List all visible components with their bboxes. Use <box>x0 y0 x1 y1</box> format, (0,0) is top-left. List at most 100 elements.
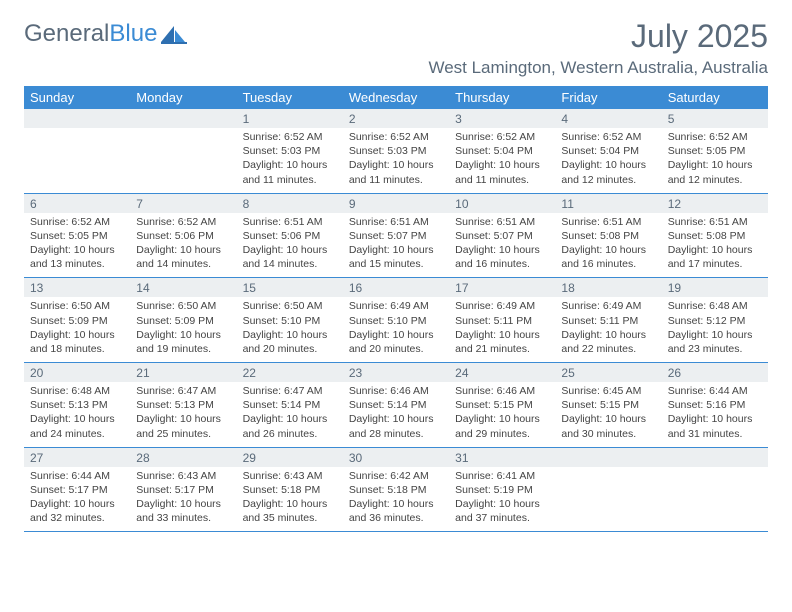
day-details: Sunrise: 6:51 AMSunset: 5:08 PMDaylight:… <box>662 213 768 278</box>
daylight-line: Daylight: 10 hours and 16 minutes. <box>455 243 549 271</box>
sunrise-line: Sunrise: 6:44 AM <box>668 384 762 398</box>
day-number: 24 <box>449 363 555 382</box>
daylight-line: Daylight: 10 hours and 35 minutes. <box>243 497 337 525</box>
sunset-line: Sunset: 5:05 PM <box>668 144 762 158</box>
details-row: Sunrise: 6:52 AMSunset: 5:03 PMDaylight:… <box>24 128 768 193</box>
day-number: 3 <box>449 109 555 128</box>
day-number <box>555 448 661 467</box>
sunrise-line: Sunrise: 6:45 AM <box>561 384 655 398</box>
day-number: 8 <box>237 194 343 213</box>
day-number: 21 <box>130 363 236 382</box>
header: GeneralBlue July 2025 West Lamington, We… <box>24 20 768 78</box>
sunrise-line: Sunrise: 6:52 AM <box>349 130 443 144</box>
day-number: 4 <box>555 109 661 128</box>
daylight-line: Daylight: 10 hours and 37 minutes. <box>455 497 549 525</box>
logo-word-1: General <box>24 20 109 47</box>
sunset-line: Sunset: 5:13 PM <box>136 398 230 412</box>
sunset-line: Sunset: 5:18 PM <box>243 483 337 497</box>
daylight-line: Daylight: 10 hours and 28 minutes. <box>349 412 443 440</box>
day-details: Sunrise: 6:52 AMSunset: 5:04 PMDaylight:… <box>555 128 661 193</box>
sunrise-line: Sunrise: 6:41 AM <box>455 469 549 483</box>
sunset-line: Sunset: 5:06 PM <box>243 229 337 243</box>
sunrise-line: Sunrise: 6:51 AM <box>349 215 443 229</box>
day-details: Sunrise: 6:46 AMSunset: 5:15 PMDaylight:… <box>449 382 555 447</box>
daynum-row: 12345 <box>24 109 768 128</box>
sunrise-line: Sunrise: 6:50 AM <box>136 299 230 313</box>
day-details: Sunrise: 6:49 AMSunset: 5:11 PMDaylight:… <box>449 297 555 362</box>
daylight-line: Daylight: 10 hours and 29 minutes. <box>455 412 549 440</box>
sunrise-line: Sunrise: 6:47 AM <box>243 384 337 398</box>
calendar-week: 6789101112Sunrise: 6:52 AMSunset: 5:05 P… <box>24 193 768 278</box>
day-number: 20 <box>24 363 130 382</box>
daylight-line: Daylight: 10 hours and 16 minutes. <box>561 243 655 271</box>
daynum-row: 2728293031 <box>24 448 768 467</box>
day-number: 29 <box>237 448 343 467</box>
day-details: Sunrise: 6:50 AMSunset: 5:10 PMDaylight:… <box>237 297 343 362</box>
daylight-line: Daylight: 10 hours and 33 minutes. <box>136 497 230 525</box>
logo-text: GeneralBlue <box>24 20 157 48</box>
sunrise-line: Sunrise: 6:46 AM <box>349 384 443 398</box>
daylight-line: Daylight: 10 hours and 30 minutes. <box>561 412 655 440</box>
daylight-line: Daylight: 10 hours and 12 minutes. <box>668 158 762 186</box>
daylight-line: Daylight: 10 hours and 21 minutes. <box>455 328 549 356</box>
daylight-line: Daylight: 10 hours and 15 minutes. <box>349 243 443 271</box>
day-number: 26 <box>662 363 768 382</box>
daylight-line: Daylight: 10 hours and 26 minutes. <box>243 412 337 440</box>
day-details: Sunrise: 6:49 AMSunset: 5:10 PMDaylight:… <box>343 297 449 362</box>
day-details: Sunrise: 6:42 AMSunset: 5:18 PMDaylight:… <box>343 467 449 532</box>
sunrise-line: Sunrise: 6:47 AM <box>136 384 230 398</box>
day-number <box>130 109 236 128</box>
day-details: Sunrise: 6:47 AMSunset: 5:14 PMDaylight:… <box>237 382 343 447</box>
sunset-line: Sunset: 5:15 PM <box>561 398 655 412</box>
day-details: Sunrise: 6:51 AMSunset: 5:07 PMDaylight:… <box>449 213 555 278</box>
sunrise-line: Sunrise: 6:52 AM <box>136 215 230 229</box>
sunrise-line: Sunrise: 6:43 AM <box>136 469 230 483</box>
sunrise-line: Sunrise: 6:49 AM <box>561 299 655 313</box>
day-header-cell: Wednesday <box>343 86 449 109</box>
daylight-line: Daylight: 10 hours and 20 minutes. <box>243 328 337 356</box>
sunrise-line: Sunrise: 6:49 AM <box>349 299 443 313</box>
sunset-line: Sunset: 5:07 PM <box>455 229 549 243</box>
calendar-week: 13141516171819Sunrise: 6:50 AMSunset: 5:… <box>24 277 768 362</box>
day-number: 23 <box>343 363 449 382</box>
day-number: 22 <box>237 363 343 382</box>
day-number: 6 <box>24 194 130 213</box>
day-header-cell: Tuesday <box>237 86 343 109</box>
sunset-line: Sunset: 5:17 PM <box>136 483 230 497</box>
day-details: Sunrise: 6:52 AMSunset: 5:05 PMDaylight:… <box>24 213 130 278</box>
calendar-day-header: SundayMondayTuesdayWednesdayThursdayFrid… <box>24 86 768 109</box>
day-details: Sunrise: 6:51 AMSunset: 5:06 PMDaylight:… <box>237 213 343 278</box>
day-number: 13 <box>24 278 130 297</box>
sunset-line: Sunset: 5:09 PM <box>30 314 124 328</box>
location-text: West Lamington, Western Australia, Austr… <box>428 58 768 78</box>
sunrise-line: Sunrise: 6:51 AM <box>243 215 337 229</box>
daynum-row: 20212223242526 <box>24 363 768 382</box>
day-number <box>24 109 130 128</box>
daylight-line: Daylight: 10 hours and 18 minutes. <box>30 328 124 356</box>
sunrise-line: Sunrise: 6:49 AM <box>455 299 549 313</box>
day-details: Sunrise: 6:50 AMSunset: 5:09 PMDaylight:… <box>130 297 236 362</box>
sunrise-line: Sunrise: 6:52 AM <box>243 130 337 144</box>
day-number: 19 <box>662 278 768 297</box>
sunset-line: Sunset: 5:12 PM <box>668 314 762 328</box>
day-number: 7 <box>130 194 236 213</box>
daylight-line: Daylight: 10 hours and 24 minutes. <box>30 412 124 440</box>
sunrise-line: Sunrise: 6:50 AM <box>30 299 124 313</box>
month-title: July 2025 <box>428 20 768 52</box>
details-row: Sunrise: 6:50 AMSunset: 5:09 PMDaylight:… <box>24 297 768 362</box>
daynum-row: 6789101112 <box>24 194 768 213</box>
sunset-line: Sunset: 5:04 PM <box>561 144 655 158</box>
sunset-line: Sunset: 5:11 PM <box>455 314 549 328</box>
sunrise-line: Sunrise: 6:51 AM <box>668 215 762 229</box>
details-row: Sunrise: 6:52 AMSunset: 5:05 PMDaylight:… <box>24 213 768 278</box>
day-number: 27 <box>24 448 130 467</box>
day-details: Sunrise: 6:50 AMSunset: 5:09 PMDaylight:… <box>24 297 130 362</box>
daylight-line: Daylight: 10 hours and 25 minutes. <box>136 412 230 440</box>
sunset-line: Sunset: 5:17 PM <box>30 483 124 497</box>
day-number: 14 <box>130 278 236 297</box>
sunrise-line: Sunrise: 6:52 AM <box>30 215 124 229</box>
day-header-cell: Sunday <box>24 86 130 109</box>
daylight-line: Daylight: 10 hours and 20 minutes. <box>349 328 443 356</box>
day-details: Sunrise: 6:52 AMSunset: 5:03 PMDaylight:… <box>343 128 449 193</box>
sunrise-line: Sunrise: 6:51 AM <box>455 215 549 229</box>
